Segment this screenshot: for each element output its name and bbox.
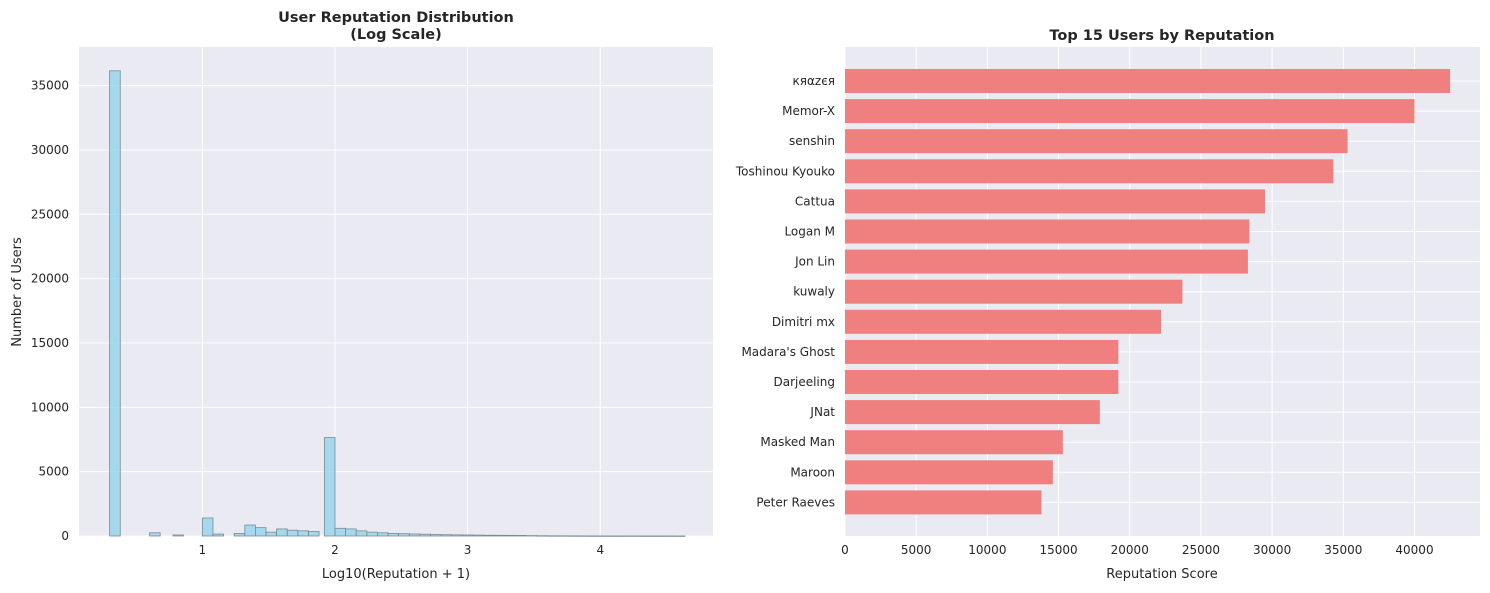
histogram-bar	[430, 535, 441, 536]
histogram-bar	[287, 530, 298, 536]
histogram-y-tick-label: 35000	[31, 79, 69, 93]
top-users-x-tick-label: 10000	[968, 543, 1006, 557]
histogram-y-label: Number of Users	[10, 237, 25, 347]
top-users-y-tick-label: senshin	[789, 134, 835, 148]
histogram-y-tick-label: 20000	[31, 272, 69, 286]
top-users-x-tick-label: 25000	[1182, 543, 1220, 557]
top-users-x-tick-label: 20000	[1111, 543, 1149, 557]
histogram-title-line: User Reputation Distribution	[278, 10, 514, 26]
top-users-y-tick-label: Maroon	[790, 465, 835, 479]
histogram-bar	[420, 534, 431, 536]
histogram-x-tick-label: 4	[596, 543, 604, 557]
histogram-title-line: (Log Scale)	[350, 27, 442, 43]
histogram-bar	[441, 535, 452, 536]
histogram-bar	[367, 532, 378, 536]
top-users-y-tick-label: Dimitri mx	[772, 315, 835, 329]
histogram-bar	[409, 534, 420, 536]
top-users-y-tick-label: Masked Man	[760, 435, 835, 449]
top-users-y-tick-label: kuwaly	[793, 285, 835, 299]
top-users-bar	[845, 280, 1182, 304]
histogram-bar	[356, 531, 367, 536]
histogram-y-tick-label: 10000	[31, 400, 69, 414]
top-users-bar	[845, 430, 1063, 454]
histogram-bar	[308, 531, 319, 536]
histogram-bar	[213, 534, 224, 536]
top-users-y-tick-label: Memor-X	[782, 104, 835, 118]
histogram-bar	[245, 525, 256, 536]
top-users-y-tick-label: Toshinou Kyouko	[735, 164, 835, 178]
top-users-bar	[845, 370, 1118, 394]
top-users-title: Top 15 Users by Reputation	[1049, 28, 1274, 44]
histogram-x-tick-label: 2	[331, 543, 339, 557]
top-users-bar	[845, 490, 1041, 514]
histogram-y-tick-label: 0	[61, 529, 69, 543]
histogram-bar	[324, 438, 335, 536]
top-users-y-ticks: кяαzєя Memor-X senshin Toshinou Kyouko Cattu…	[735, 74, 835, 509]
top-users-y-tick-label: JNat	[809, 405, 835, 419]
histogram-bar	[150, 533, 161, 536]
histogram-bar	[484, 535, 495, 536]
histogram-bar	[255, 528, 266, 536]
top-users-y-tick-label: Logan M	[784, 225, 835, 239]
top-users-x-ticks: 0 5000 10000 15000 20000 25000 30000 35000 40000	[841, 543, 1433, 557]
histogram-bar	[298, 531, 309, 536]
top-users-bar	[845, 460, 1053, 484]
top-users-bar	[845, 220, 1249, 244]
histogram-y-tick-label: 25000	[31, 207, 69, 221]
top-users-bar	[845, 129, 1348, 153]
top-users-y-tick-label: Darjeeling	[773, 375, 835, 389]
histogram-bar	[452, 535, 463, 536]
histogram-bar	[505, 535, 516, 536]
histogram-panel: 1 2 3 4 0 5000 10000 15000 20000 25000 30000 35000…	[10, 10, 713, 582]
top-users-x-tick-label: 40000	[1395, 543, 1433, 557]
histogram-bar	[462, 535, 473, 536]
top-users-y-tick-label: Peter Raeves	[756, 495, 835, 509]
top-users-y-tick-label: Jon Lin	[794, 255, 835, 269]
top-users-bar	[845, 99, 1415, 123]
top-users-bar	[845, 400, 1100, 424]
top-users-x-tick-label: 30000	[1253, 543, 1291, 557]
top-users-x-tick-label: 0	[841, 543, 849, 557]
histogram-bar	[173, 535, 184, 536]
histogram-bar	[377, 533, 388, 536]
histogram-bar	[335, 528, 346, 536]
top-users-y-tick-label: Cattua	[795, 194, 835, 208]
top-users-panel: 0 5000 10000 15000 20000 25000 30000 35000 40000…	[735, 28, 1480, 582]
histogram-bar	[346, 529, 357, 536]
histogram-y-ticks: 0 5000 10000 15000 20000 25000 30000 35000	[31, 79, 69, 543]
histogram-x-ticks: 1 2 3 4	[199, 543, 605, 557]
histogram-bar	[277, 529, 288, 536]
histogram-bar	[494, 535, 505, 536]
histogram-plot-area	[79, 47, 713, 536]
top-users-bar	[845, 340, 1118, 364]
histogram-bar	[234, 533, 245, 536]
top-users-bar	[845, 189, 1265, 213]
histogram-x-tick-label: 3	[464, 543, 472, 557]
top-users-x-tick-label: 5000	[901, 543, 932, 557]
top-users-x-tick-label: 15000	[1039, 543, 1077, 557]
histogram-bar	[110, 71, 121, 536]
histogram-y-tick-label: 5000	[38, 465, 69, 479]
top-users-y-tick-label: кяαzєя	[793, 74, 835, 88]
histogram-bar	[473, 535, 484, 536]
histogram-y-tick-label: 15000	[31, 336, 69, 350]
top-users-x-label: Reputation Score	[1106, 567, 1217, 582]
histogram-title: User Reputation Distribution(Log Scale)	[278, 10, 514, 43]
top-users-bar	[845, 250, 1248, 274]
histogram-bar	[266, 532, 277, 536]
top-users-bar	[845, 69, 1450, 93]
histogram-y-tick-label: 30000	[31, 143, 69, 157]
top-users-y-tick-label: Madara's Ghost	[741, 345, 835, 359]
histogram-bar	[202, 518, 213, 536]
histogram-x-tick-label: 1	[199, 543, 207, 557]
histogram-bar	[515, 535, 526, 536]
top-users-bar	[845, 310, 1161, 334]
histogram-bar	[399, 534, 410, 536]
top-users-bar	[845, 159, 1333, 183]
histogram-bar	[388, 533, 399, 536]
top-users-x-tick-label: 35000	[1324, 543, 1362, 557]
histogram-x-label: Log10(Reputation + 1)	[322, 567, 470, 582]
